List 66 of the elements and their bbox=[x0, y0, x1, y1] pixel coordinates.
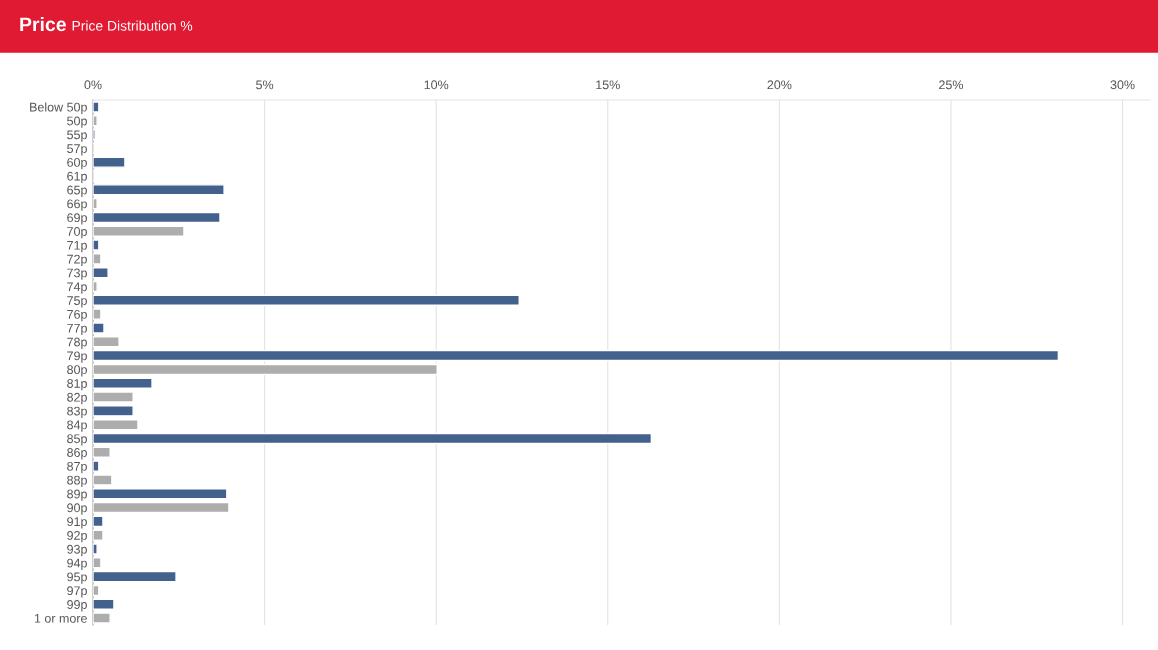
y-tick-label: 91p bbox=[67, 517, 87, 529]
bar bbox=[93, 432, 653, 445]
y-tick-label: 88p bbox=[67, 475, 87, 488]
y-tick-label: 70p bbox=[67, 227, 87, 239]
y-tick-label: 92p bbox=[67, 531, 87, 543]
y-tick-label: 50p bbox=[67, 116, 87, 128]
y-tick-label: 61p bbox=[67, 171, 87, 184]
y-tick-label: 82p bbox=[67, 392, 87, 405]
bar bbox=[93, 211, 221, 224]
y-tick-label: 95p bbox=[67, 572, 87, 584]
bar bbox=[93, 488, 228, 500]
y-tick-label: 1 or more bbox=[34, 614, 87, 623]
x-tick-label: 20% bbox=[767, 80, 792, 90]
y-tick-label: 97p bbox=[67, 586, 87, 598]
x-tick-label: 0% bbox=[84, 80, 102, 90]
y-tick-label: 90p bbox=[67, 503, 87, 515]
y-tick-label: 71p bbox=[67, 241, 87, 253]
bar bbox=[93, 267, 109, 279]
bar bbox=[93, 598, 115, 610]
y-tick-label: 73p bbox=[67, 268, 87, 280]
y-tick-label: 76p bbox=[67, 309, 87, 322]
bar bbox=[93, 405, 134, 417]
x-tick-label: 30% bbox=[1110, 80, 1135, 90]
x-tick-label: 25% bbox=[939, 80, 964, 90]
bar bbox=[93, 184, 225, 196]
y-tick-label: 78p bbox=[67, 337, 87, 349]
bar bbox=[93, 377, 153, 389]
bar bbox=[93, 543, 98, 555]
chart-subtitle: Price Distribution % bbox=[72, 20, 193, 31]
y-tick-label: 69p bbox=[67, 213, 87, 225]
chart-title: Price bbox=[20, 16, 66, 32]
bar bbox=[93, 460, 100, 472]
y-tick-label: 83p bbox=[67, 406, 87, 418]
y-tick-label: 74p bbox=[67, 282, 87, 294]
y-tick-label: Below 50p bbox=[30, 102, 87, 115]
bar bbox=[93, 515, 104, 528]
y-tick-label: 81p bbox=[67, 379, 87, 391]
y-tick-label: 86p bbox=[67, 448, 87, 460]
bar bbox=[93, 294, 520, 306]
x-tick-label: 15% bbox=[596, 80, 620, 90]
y-tick-label: 80p bbox=[67, 365, 87, 377]
y-tick-label: 99p bbox=[67, 600, 87, 612]
bar bbox=[93, 349, 1060, 362]
y-tick-label: 72p bbox=[67, 254, 87, 266]
y-tick-label: 57p bbox=[67, 144, 87, 156]
y-tick-label: 89p bbox=[67, 489, 87, 501]
bar bbox=[93, 239, 100, 251]
y-tick-label: 94p bbox=[67, 558, 87, 570]
bar bbox=[93, 101, 100, 113]
y-tick-label: 79p bbox=[67, 351, 87, 363]
y-tick-label: 93p bbox=[67, 544, 87, 557]
bar bbox=[93, 322, 105, 334]
bar bbox=[93, 128, 96, 141]
x-tick-label: 10% bbox=[424, 80, 449, 90]
y-tick-label: 75p bbox=[67, 296, 87, 308]
y-tick-label: 60p bbox=[67, 157, 87, 170]
bar bbox=[93, 156, 126, 168]
y-tick-label: 65p bbox=[67, 185, 87, 197]
y-tick-label: 85p bbox=[67, 434, 87, 446]
x-tick-label: 5% bbox=[256, 80, 274, 90]
bar bbox=[93, 570, 177, 583]
y-tick-label: 55p bbox=[67, 130, 87, 142]
y-tick-label: 84p bbox=[67, 420, 87, 432]
y-tick-label: 66p bbox=[67, 199, 87, 211]
y-tick-label: 87p bbox=[67, 461, 87, 474]
y-tick-label: 77p bbox=[67, 323, 87, 336]
